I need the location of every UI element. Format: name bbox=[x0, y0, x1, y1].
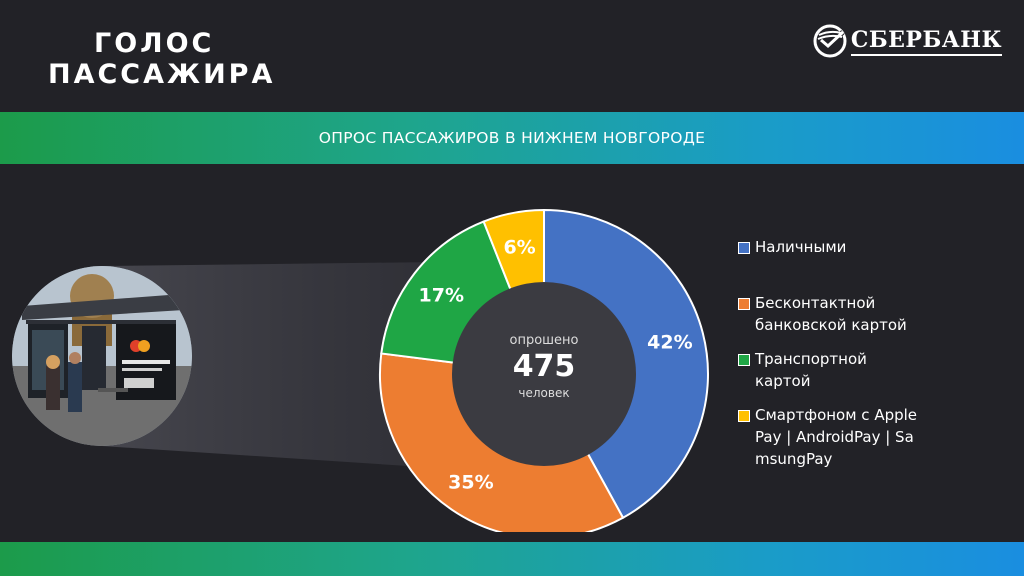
legend-label: Бесконтактной банковской картой bbox=[755, 294, 907, 334]
sberbank-logo-icon bbox=[813, 24, 847, 58]
legend-item-cash: Наличными bbox=[738, 236, 938, 258]
center-top-label: опрошено bbox=[509, 333, 578, 348]
page-title-line2: ПАССАЖИРА bbox=[48, 59, 276, 90]
logo-text: СБЕРБАНК bbox=[850, 27, 1002, 56]
legend-swatch bbox=[738, 242, 750, 254]
slice-label-1: 35% bbox=[448, 472, 493, 494]
center-bottom-label: человек bbox=[518, 386, 569, 400]
legend-label: Наличными bbox=[755, 238, 847, 256]
legend-swatch bbox=[738, 410, 750, 422]
footer-bar bbox=[0, 542, 1024, 576]
page-title-line1: ГОЛОС bbox=[94, 28, 215, 59]
legend-item-contactless: Бесконтактной банковской картой bbox=[738, 292, 938, 336]
bus-stop-photo bbox=[12, 266, 192, 446]
bus-stop-illustration bbox=[12, 266, 192, 446]
sberbank-logo: СБЕРБАНК bbox=[813, 24, 1002, 58]
subtitle-banner: ОПРОС ПАССАЖИРОВ В НИЖНЕМ НОВГОРОДЕ bbox=[0, 112, 1024, 164]
legend-swatch bbox=[738, 298, 750, 310]
center-number: 475 bbox=[513, 349, 576, 384]
legend-item-smartphone: Смартфоном с ApplePay | AndroidPay | Sam… bbox=[738, 404, 938, 470]
legend-swatch bbox=[738, 354, 750, 366]
banner-text: ОПРОС ПАССАЖИРОВ В НИЖНЕМ НОВГОРОДЕ bbox=[318, 129, 706, 147]
donut-hole bbox=[452, 282, 636, 466]
slice-label-2: 17% bbox=[419, 284, 464, 306]
slice-label-3: 6% bbox=[503, 236, 535, 258]
donut-chart: опрошено 475 человек 42% 35% 17% 6% bbox=[379, 208, 709, 532]
slice-label-0: 42% bbox=[647, 332, 692, 354]
legend-item-transport-card: Транспортной картой bbox=[738, 348, 938, 392]
legend-label: Транспортной картой bbox=[755, 350, 867, 390]
page-title: ГОЛОС ПАССАЖИРА bbox=[48, 28, 275, 90]
legend-label: Смартфоном с ApplePay | AndroidPay | Sam… bbox=[755, 406, 918, 468]
